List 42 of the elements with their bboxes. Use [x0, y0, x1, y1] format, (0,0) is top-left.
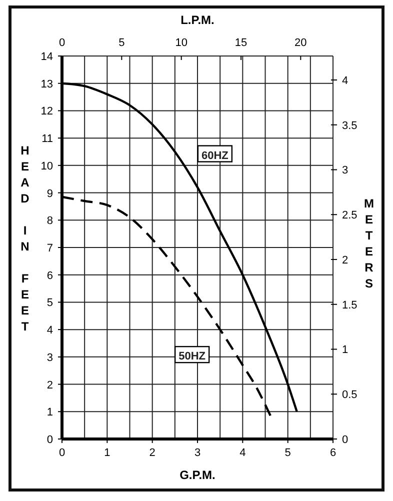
- y-tick-label: 4: [46, 324, 53, 337]
- series-label: 60HZ: [201, 150, 229, 162]
- x-tick-label: 4: [240, 447, 246, 459]
- x2-tick-label: 5: [118, 37, 125, 49]
- x-axis-title: G.P.M.: [180, 468, 216, 482]
- y2-tick-label: 3.5: [342, 120, 358, 132]
- x-tick-label: 1: [104, 447, 110, 459]
- x-tick-label: 2: [149, 447, 156, 459]
- y-tick-label: 10: [40, 160, 53, 172]
- x2-tick-label: 0: [58, 37, 66, 49]
- y2-axis-title: METERS: [364, 196, 374, 290]
- y2-tick-label: 0.5: [342, 389, 358, 402]
- y-tick-label: 1: [46, 406, 53, 419]
- text: 50HZ: [178, 350, 206, 363]
- y-tick-label: 6: [46, 270, 53, 282]
- y2-tick-label: 1: [342, 344, 348, 356]
- y2-tick-label: 2.5: [342, 210, 358, 222]
- x2-tick-label: 15: [234, 37, 248, 49]
- y2-tick-label: 1.5: [342, 299, 358, 312]
- x-tick-label: 0: [58, 447, 66, 459]
- y-tick-label: 5: [46, 297, 53, 310]
- y-tick-label: 12: [40, 106, 53, 118]
- x2-tick-label: 10: [175, 37, 188, 49]
- y2-tick-label: 2: [342, 254, 348, 266]
- y-tick-label: 13: [40, 78, 53, 90]
- x2-axis-title: L.P.M.: [180, 13, 214, 27]
- y-tick-label: 3: [46, 352, 53, 364]
- y-tick-label: 8: [46, 215, 53, 228]
- y2-tick-label: 3: [342, 164, 348, 177]
- x-tick-label: 5: [284, 447, 291, 459]
- y-tick-label: 11: [42, 133, 53, 146]
- y-tick-label: 0: [46, 434, 53, 446]
- x-tick-label: 6: [330, 447, 336, 459]
- y-tick-label: 2: [46, 379, 53, 392]
- y-tick-label: 9: [46, 188, 53, 200]
- y-tick-label: 7: [46, 242, 53, 254]
- text: HEAD IN FEET: [20, 144, 30, 334]
- x2-tick-label: 20: [294, 37, 307, 49]
- x-tick-label: 3: [194, 447, 201, 459]
- y2-tick-label: 0: [342, 434, 348, 446]
- y2-tick-label: 4: [342, 74, 348, 87]
- y-tick-label: 14: [40, 51, 53, 63]
